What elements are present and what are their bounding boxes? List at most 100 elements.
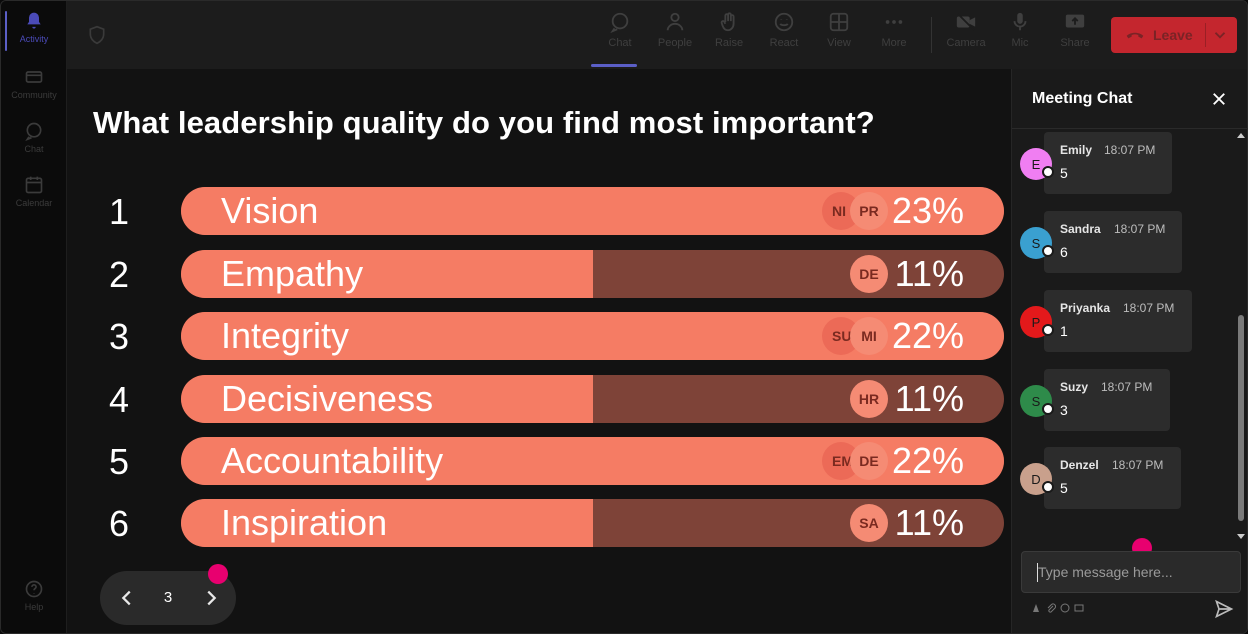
share-button[interactable]: Share <box>1052 11 1098 61</box>
voter-avatar[interactable]: DE <box>850 255 888 293</box>
presence-status-icon <box>1042 245 1054 257</box>
poll-option-bar: Empathy DE 11% <box>181 250 1004 298</box>
scroll-down-arrow-icon[interactable] <box>1236 531 1246 541</box>
presence-status-icon <box>1042 403 1054 415</box>
react-button[interactable]: React <box>761 11 807 61</box>
chevron-right-icon[interactable] <box>200 587 222 609</box>
rail-item-community[interactable]: Community <box>1 67 67 117</box>
chat-message-text: 5 <box>1060 165 1068 181</box>
poll-option-bar: Accountability EM DE 22% <box>181 437 1004 485</box>
voter-avatar[interactable]: MI <box>850 317 888 355</box>
poll-option-bar: Vision NI PR 23% <box>181 187 1004 235</box>
chat-message-input-box[interactable] <box>1021 551 1241 593</box>
page-number: 3 <box>163 589 173 606</box>
leave-button[interactable]: Leave <box>1111 17 1237 53</box>
chat-message-input[interactable] <box>1022 552 1240 592</box>
chat-message-bubble[interactable]: Emily 18:07 PM 5 <box>1044 132 1172 194</box>
chat-message-bubble[interactable]: Denzel 18:07 PM 5 <box>1044 447 1181 509</box>
chat-sender-name: Denzel <box>1060 458 1099 472</box>
left-rail: Activity Community Chat Calendar Help <box>1 1 67 633</box>
scrollbar-thumb[interactable] <box>1238 315 1244 521</box>
leave-button-divider <box>1205 23 1206 47</box>
chat-message-text: 6 <box>1060 244 1068 260</box>
raise-hand-button[interactable]: Raise <box>706 11 752 61</box>
poll-option-row: 5 Accountability EM DE 22% <box>93 437 1005 485</box>
chevron-down-icon[interactable] <box>1211 26 1229 44</box>
more-dots-icon <box>885 20 903 24</box>
poll-option-bar: Inspiration SA 11% <box>181 499 1004 547</box>
chat-title: Meeting Chat <box>1032 90 1133 107</box>
poll-option-row: 2 Empathy DE 11% <box>93 250 1005 298</box>
rail-item-chat[interactable]: Chat <box>1 121 67 171</box>
poll-option-bar-fill <box>181 375 593 423</box>
close-icon[interactable] <box>1210 90 1228 108</box>
view-button[interactable]: View <box>816 11 862 61</box>
chat-message-text: 5 <box>1060 480 1068 496</box>
people-icon <box>666 12 684 31</box>
gif-icon[interactable] <box>1074 603 1084 613</box>
smiley-icon <box>774 12 794 32</box>
presence-status-icon <box>1042 481 1054 493</box>
presence-status-icon <box>1042 324 1054 336</box>
rail-label-community: Community <box>11 90 57 100</box>
hang-up-icon <box>1126 32 1144 39</box>
chat-message-bubble[interactable]: Suzy 18:07 PM 3 <box>1044 369 1170 431</box>
scroll-up-arrow-icon[interactable] <box>1236 131 1246 141</box>
poll-option-percent: 11% <box>894 253 964 294</box>
poll-option-label: Empathy <box>221 253 364 294</box>
poll-option-label: Vision <box>221 190 319 231</box>
poll-option-label: Decisiveness <box>221 378 434 419</box>
poll-option-bar: Decisiveness HR 11% <box>181 375 1004 423</box>
bell-icon <box>27 12 41 29</box>
rail-item-help[interactable]: Help <box>1 579 67 629</box>
rail-item-activity[interactable]: Activity <box>1 11 67 61</box>
chat-scrollbar[interactable] <box>1234 129 1247 545</box>
chat-timestamp: 18:07 PM <box>1112 458 1164 472</box>
voter-avatar[interactable]: HR <box>850 380 888 418</box>
poll-option-label: Inspiration <box>221 502 388 543</box>
camera-button[interactable]: Camera <box>943 11 989 61</box>
text-caret <box>1037 563 1038 582</box>
presence-status-icon <box>1042 166 1054 178</box>
poll-option-rank: 1 <box>109 191 130 232</box>
chat-message: Priyanka 18:07 PM 1 P <box>1020 290 1247 352</box>
chat-icon <box>25 122 42 141</box>
mic-button[interactable]: Mic <box>997 11 1043 61</box>
poll-question: What leadership quality do you find most… <box>93 105 875 140</box>
share-button-label: Share <box>1060 37 1090 49</box>
chevron-left-icon[interactable] <box>116 587 138 609</box>
poll-option-percent: 23% <box>891 190 964 231</box>
chat-message-bubble[interactable]: Sandra 18:07 PM 6 <box>1044 211 1182 273</box>
chat-sender-name: Emily <box>1060 143 1093 157</box>
camera-off-icon <box>956 13 976 31</box>
poll-option-percent: 22% <box>891 440 964 481</box>
chat-message-bubble[interactable]: Priyanka 18:07 PM 1 <box>1044 290 1192 352</box>
people-button[interactable]: People <box>652 11 698 61</box>
chat-sender-name: Suzy <box>1060 380 1089 394</box>
more-button[interactable]: More <box>871 11 917 61</box>
poll-option-row: 1 Vision NI PR 23% <box>93 187 1005 235</box>
rail-label-activity: Activity <box>19 34 49 44</box>
toolbar-divider <box>931 17 932 53</box>
chat-message: Denzel 18:07 PM 5 D <box>1020 447 1247 509</box>
voter-avatar[interactable]: DE <box>850 442 888 480</box>
poll-option-bar-fill <box>181 499 593 547</box>
poll-option-row: 4 Decisiveness HR 11% <box>93 375 1005 423</box>
react-button-label: React <box>769 37 799 49</box>
format-icon[interactable] <box>1032 603 1042 613</box>
attach-icon[interactable] <box>1046 603 1056 613</box>
mic-button-label: Mic <box>1011 37 1029 49</box>
leave-button-label: Leave <box>1153 27 1193 43</box>
voter-avatar[interactable]: PR <box>850 192 888 230</box>
chat-button[interactable]: Chat <box>591 11 643 67</box>
chat-message: Sandra 18:07 PM 6 S <box>1020 211 1247 273</box>
send-icon[interactable] <box>1214 599 1234 619</box>
voter-avatar[interactable]: SA <box>850 504 888 542</box>
rail-item-calendar[interactable]: Calendar <box>1 175 67 225</box>
poll-option-rank: 6 <box>109 503 130 544</box>
more-button-label: More <box>881 37 907 49</box>
emoji-icon[interactable] <box>1060 603 1070 613</box>
people-button-label: People <box>657 37 693 49</box>
poll-option-bar: Integrity SU MI 22% <box>181 312 1004 360</box>
